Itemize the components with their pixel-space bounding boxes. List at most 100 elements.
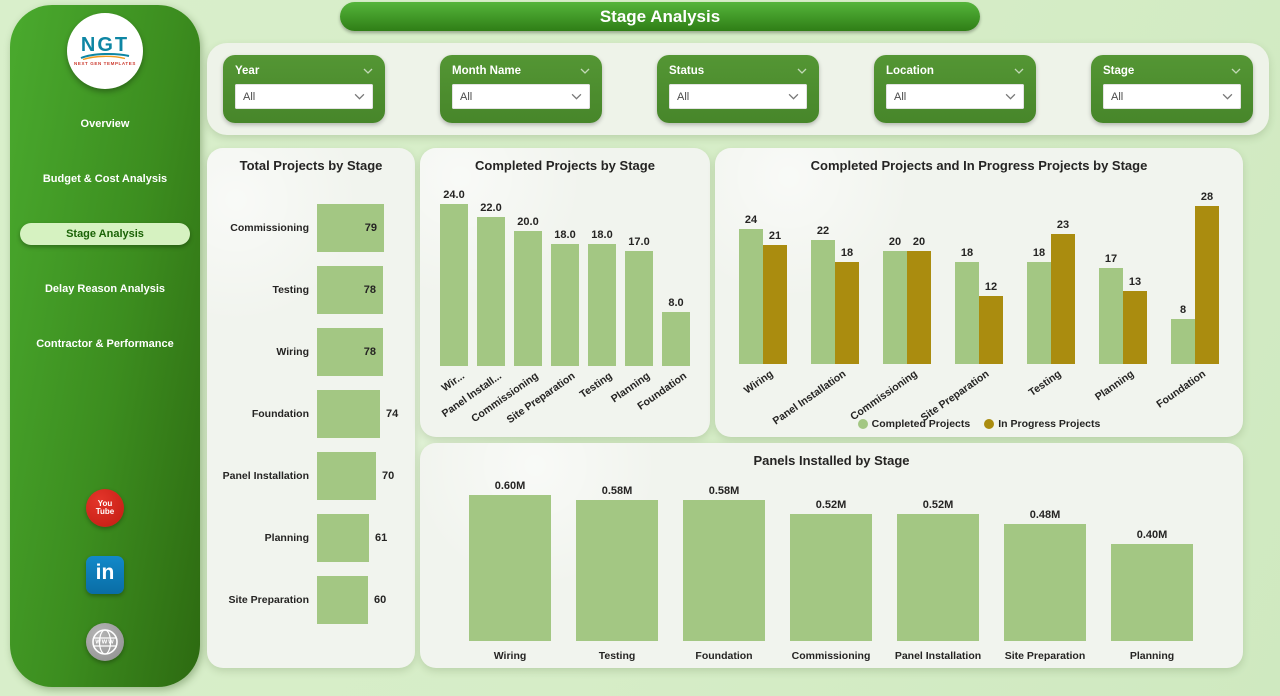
bar-zone: 61: [317, 514, 415, 562]
total-projects-bar[interactable]: [317, 452, 376, 500]
completed-vs-inprogress-bar[interactable]: [907, 251, 931, 364]
filter-status-label: Status: [669, 65, 705, 77]
completed-projects-bar[interactable]: [514, 231, 542, 366]
completed-vs-inprogress-bar[interactable]: [1051, 234, 1075, 364]
chevron-down-icon[interactable]: [797, 68, 807, 74]
filter-stage-select[interactable]: All: [1103, 84, 1241, 109]
legend-item[interactable]: Completed Projects: [857, 418, 970, 430]
completed-vs-inprogress-bar[interactable]: [883, 251, 907, 364]
sidebar-item-stage-analysis[interactable]: Stage Analysis: [20, 223, 190, 245]
total-projects-bar[interactable]: [317, 576, 368, 624]
value-label: 8.0: [668, 297, 684, 309]
value-label: 18: [840, 247, 854, 259]
filter-location-select[interactable]: All: [886, 84, 1024, 109]
axis-label: Site Preparation: [505, 370, 578, 427]
panels-installed-bar[interactable]: [683, 500, 765, 641]
website-icon[interactable]: www: [86, 623, 124, 661]
filter-year-value: All: [243, 90, 256, 103]
value-label: 20: [912, 236, 926, 248]
axis-label: Wiring: [742, 368, 776, 397]
total-projects-bar[interactable]: [317, 266, 383, 314]
bar-zone: 74: [317, 390, 415, 438]
value-label: 78: [363, 346, 376, 358]
category-label: Testing: [272, 284, 309, 296]
sidebar-item-contractor-performance[interactable]: Contractor & Performance: [36, 338, 174, 350]
value-label: 18: [960, 247, 974, 259]
panels-installed-bar[interactable]: [790, 514, 872, 641]
panels-installed-bar[interactable]: [1111, 544, 1193, 641]
youtube-icon-text-bottom: Tube: [95, 507, 115, 516]
value-label: 61: [375, 532, 388, 544]
chevron-down-icon[interactable]: [1014, 68, 1024, 74]
filter-year: Year All: [223, 55, 385, 123]
value-label: 12: [984, 281, 998, 293]
completed-projects-bar[interactable]: [477, 217, 505, 366]
total-projects-chart: Commissioning 79 Testing 78 Wiring 78 Foundati…: [207, 203, 415, 625]
completed-vs-inprogress-bar[interactable]: [1195, 206, 1219, 364]
social-links: You Tube in www: [10, 489, 200, 661]
completed-vs-inprogress-bar[interactable]: [1027, 262, 1051, 364]
total-projects-bar[interactable]: [317, 514, 369, 562]
completed-vs-inprogress-bar[interactable]: [835, 262, 859, 364]
value-label: 18.0: [591, 229, 613, 241]
completed-vs-inprogress-bar[interactable]: [811, 240, 835, 364]
chevron-down-icon[interactable]: [363, 68, 373, 74]
filter-month-name-label: Month Name: [452, 65, 521, 77]
axis-label: Planning: [1129, 650, 1175, 662]
sidebar-item-budget-cost-analysis[interactable]: Budget & Cost Analysis: [42, 173, 168, 185]
linkedin-icon[interactable]: in: [86, 556, 124, 594]
filter-status: Status All: [657, 55, 819, 123]
value-label: 17: [1104, 253, 1118, 265]
youtube-icon-text-top: You: [97, 498, 113, 508]
total-projects-bar[interactable]: [317, 390, 380, 438]
completed-vs-inprogress-bar[interactable]: [739, 229, 763, 364]
category-label: Panel Installation: [222, 470, 309, 482]
chart-title: Completed Projects by Stage: [475, 158, 655, 173]
value-label: 20.0: [517, 216, 539, 228]
completed-vs-inprogress-bar[interactable]: [979, 296, 1003, 364]
total-projects-bar[interactable]: [317, 204, 384, 252]
filter-month-name-select[interactable]: All: [452, 84, 590, 109]
filter-stage: Stage All: [1091, 55, 1253, 123]
value-label: 22: [816, 225, 830, 237]
page-title: Stage Analysis: [599, 6, 721, 26]
completed-vs-inprogress-bar[interactable]: [1171, 319, 1195, 364]
completed-vs-inprogress-bar[interactable]: [1123, 291, 1147, 364]
value-label: 79: [364, 222, 377, 234]
completed-projects-bar[interactable]: [551, 244, 579, 366]
chevron-down-icon[interactable]: [580, 68, 590, 74]
value-label: 0.52M: [922, 499, 954, 511]
panels-installed-bar[interactable]: [897, 514, 979, 641]
completed-vs-inprogress-bar[interactable]: [763, 245, 787, 364]
sidebar-item-overview[interactable]: Overview: [80, 118, 130, 130]
completed-projects-bar[interactable]: [588, 244, 616, 366]
legend-item[interactable]: In Progress Projects: [984, 418, 1100, 430]
axis-label: Panel Installation: [894, 650, 982, 662]
sidebar-item-delay-reason-analysis[interactable]: Delay Reason Analysis: [44, 283, 166, 295]
legend: Completed Projects In Progress Projects: [715, 418, 1243, 430]
logo-subtext: NEXT GEN TEMPLATES: [74, 61, 136, 66]
youtube-icon[interactable]: You Tube: [86, 489, 124, 527]
sidebar-nav: Overview Budget & Cost Analysis Stage An…: [10, 113, 200, 355]
globe-icon: [92, 629, 118, 655]
filter-status-select[interactable]: All: [669, 84, 807, 109]
total-projects-bar[interactable]: [317, 328, 383, 376]
completed-projects-bar[interactable]: [625, 251, 653, 366]
completed-vs-inprogress-bar[interactable]: [955, 262, 979, 364]
chevron-down-icon[interactable]: [1231, 68, 1241, 74]
value-label: 18.0: [554, 229, 576, 241]
completed-vs-inprogress-bar[interactable]: [1099, 268, 1123, 364]
value-label: 0.40M: [1136, 529, 1168, 541]
chart-title: Panels Installed by Stage: [753, 453, 910, 468]
filter-year-select[interactable]: All: [235, 84, 373, 109]
bar-zone: 78: [317, 328, 415, 376]
panels-installed-bar[interactable]: [576, 500, 658, 641]
completed-projects-bar[interactable]: [662, 312, 690, 366]
panels-installed-bar[interactable]: [1004, 524, 1086, 641]
value-label: 0.52M: [815, 499, 847, 511]
completed-projects-bar[interactable]: [440, 204, 468, 366]
filter-status-value: All: [677, 90, 690, 103]
bar-row: Foundation 74: [207, 389, 415, 439]
panels-installed-bar[interactable]: [469, 495, 551, 641]
